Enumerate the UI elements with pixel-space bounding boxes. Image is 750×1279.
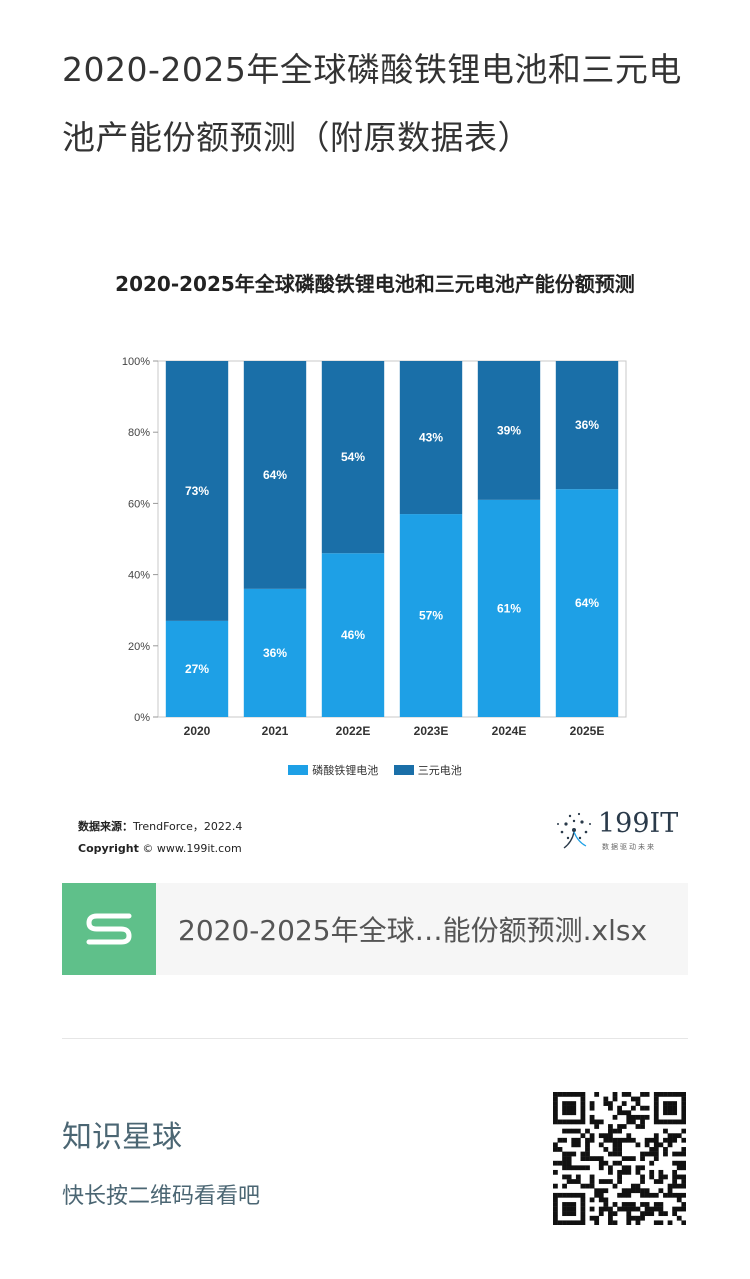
brand-logo: 199IT 数据驱动未来: [552, 808, 682, 854]
bar-lfp: [165, 620, 229, 717]
legend-item-ncm: 三元电池: [393, 762, 462, 778]
bar-lfp: [321, 553, 385, 717]
y-tick-label: 80%: [128, 427, 150, 439]
x-tick-label: 2022E: [336, 724, 371, 738]
spreadsheet-s-icon: [62, 883, 156, 975]
dandelion-icon: [557, 812, 591, 849]
data-label: 27%: [185, 662, 209, 676]
promo-subtitle: 快长按二维码看看吧: [62, 1184, 261, 1209]
copyright-text: © www.199it.com: [142, 842, 242, 855]
legend-swatch-lfp: [288, 765, 309, 775]
data-label: 61%: [497, 601, 521, 615]
bar-ncm: [399, 361, 463, 515]
bar-lfp: [399, 514, 463, 717]
stacked-bar-chart: 0% 20% 40% 60% 80% 100% 27% 73% 2020 36% 64% 2021 46…: [122, 356, 627, 738]
qr-code-icon[interactable]: [553, 1092, 686, 1225]
bar-ncm: [165, 361, 229, 621]
plot-frame: [157, 360, 627, 718]
x-tick-label: 2025E: [570, 724, 605, 738]
legend-label-ncm: 三元电池: [417, 764, 462, 777]
brand-tagline: 数据驱动未来: [602, 843, 656, 851]
chart-legend: 磷酸铁锂电池 三元电池: [62, 762, 688, 778]
legend-item-lfp: 磷酸铁锂电池: [288, 762, 378, 778]
data-label: 43%: [419, 431, 443, 445]
x-tick-label: 2023E: [414, 724, 449, 738]
copyright-label: Copyright: [78, 842, 139, 855]
bar-ncm: [555, 361, 619, 490]
source-label: 数据来源：: [78, 820, 133, 833]
data-label: 36%: [263, 646, 287, 660]
data-label: 73%: [185, 484, 209, 498]
y-tick-label: 60%: [128, 498, 150, 510]
chart-figure: 2020-2025年全球磷酸铁锂电池和三元电池产能份额预测 0% 20% 40% 60…: [62, 240, 688, 870]
y-tick-label: 0%: [134, 712, 150, 724]
data-label: 36%: [575, 418, 599, 432]
x-tick-label: 2021: [262, 724, 289, 738]
x-tick-label: 2020: [184, 724, 211, 738]
attachment-file-card[interactable]: 2020-2025年全球…能份额预测.xlsx: [62, 883, 688, 975]
data-label: 64%: [263, 468, 287, 482]
legend-label-lfp: 磷酸铁锂电池: [312, 764, 379, 777]
promo-title: 知识星球: [62, 1120, 182, 1155]
bar-ncm: [321, 361, 385, 554]
bar-ncm: [477, 361, 541, 500]
bar-lfp: [477, 499, 541, 717]
data-label: 54%: [341, 450, 365, 464]
data-label: 39%: [497, 423, 521, 437]
y-tick-label: 40%: [128, 570, 150, 582]
y-tick-label: 100%: [122, 356, 150, 368]
chart-title: 2020-2025年全球磷酸铁锂电池和三元电池产能份额预测: [115, 272, 635, 296]
data-source: 数据来源：TrendForce，2022.4 Copyright © www.1…: [78, 816, 242, 860]
source-text: TrendForce，2022.4: [133, 820, 243, 833]
y-tick-label: 20%: [128, 641, 150, 653]
bar-lfp: [243, 588, 307, 717]
bar-lfp: [555, 489, 619, 717]
bar-ncm: [243, 361, 307, 589]
data-label: 46%: [341, 628, 365, 642]
section-divider: [62, 1038, 688, 1039]
data-label: 57%: [419, 609, 443, 623]
brand-name: 199IT: [598, 808, 679, 839]
x-tick-label: 2024E: [492, 724, 527, 738]
page-title: 2020-2025年全球磷酸铁锂电池和三元电池产能份额预测（附原数据表）: [62, 50, 682, 157]
data-label: 64%: [575, 596, 599, 610]
attachment-file-name: 2020-2025年全球…能份额预测.xlsx: [178, 914, 648, 947]
legend-swatch-ncm: [393, 765, 414, 775]
